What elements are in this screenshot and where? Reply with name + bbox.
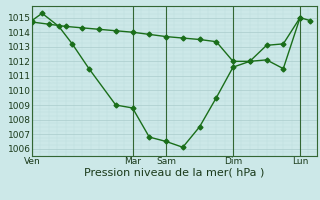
X-axis label: Pression niveau de la mer( hPa ): Pression niveau de la mer( hPa ) <box>84 168 265 178</box>
